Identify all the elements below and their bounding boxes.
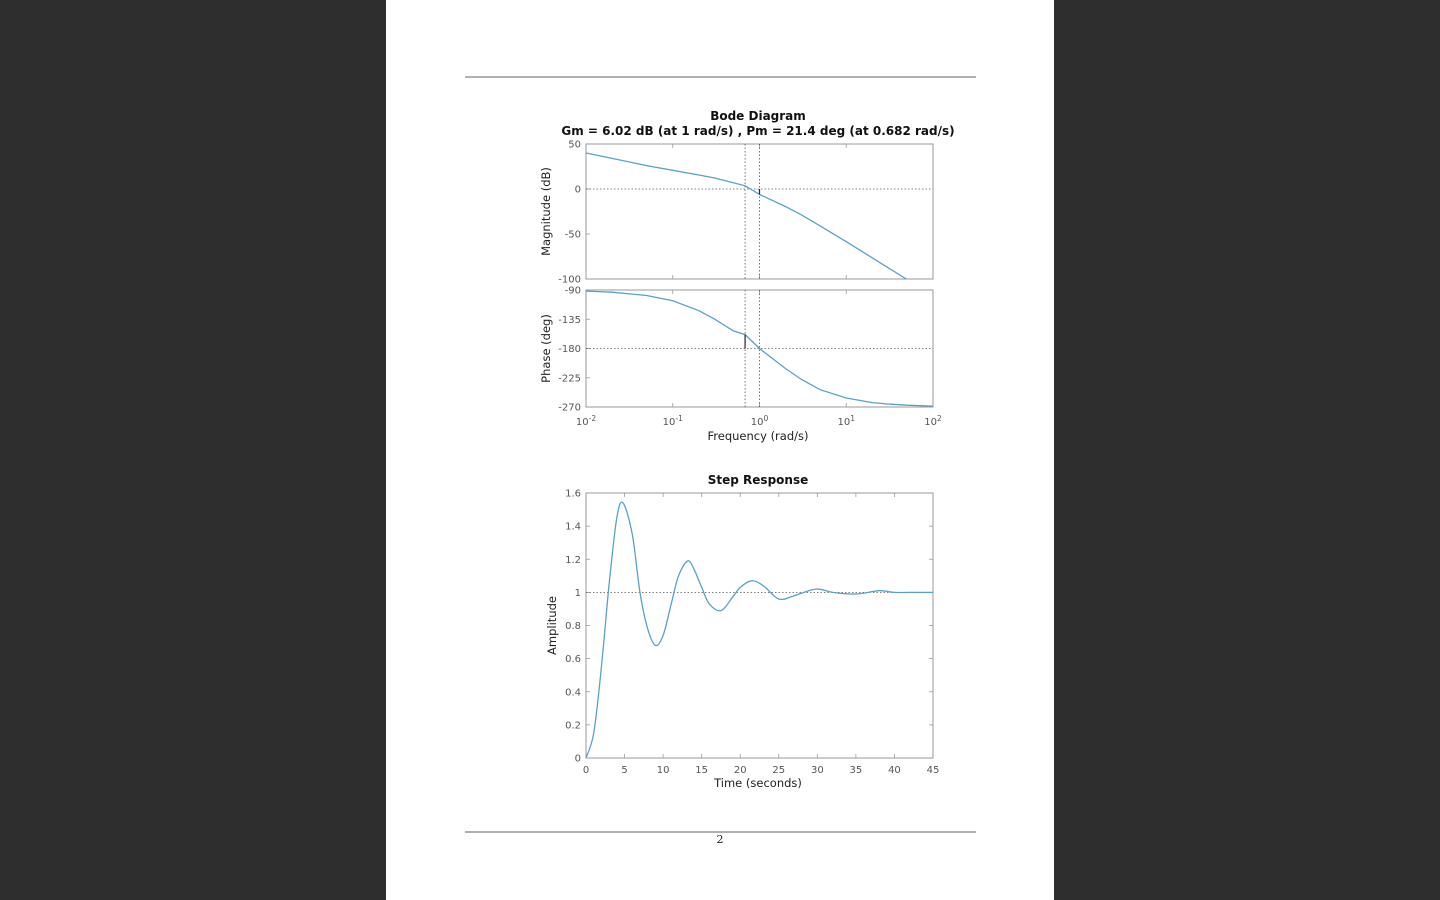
x-tick-label: 35 xyxy=(850,765,863,776)
x-tick-label: 5 xyxy=(621,765,627,776)
chart-subtitle: Gm = 6.02 dB (at 1 rad/s) , Pm = 21.4 de… xyxy=(561,124,954,138)
header-rule xyxy=(465,76,976,78)
y-tick-label: 1.6 xyxy=(565,489,581,500)
y-tick-label: 0.4 xyxy=(565,687,581,698)
x-tick-label: 10 xyxy=(657,765,670,776)
y-axis-label: Amplitude xyxy=(545,596,559,655)
x-tick-label: 45 xyxy=(927,765,940,776)
x-tick-label: 40 xyxy=(888,765,901,776)
y-tick-label: 0.2 xyxy=(565,720,581,731)
x-tick-label: 15 xyxy=(695,765,708,776)
y-tick-label: -135 xyxy=(558,315,581,326)
x-tick-label: 10-2 xyxy=(576,414,596,428)
y-axis-label: Phase (deg) xyxy=(539,314,553,383)
x-tick-label: 25 xyxy=(772,765,785,776)
series-line xyxy=(586,290,933,407)
step-response-figure: Step Response 0 0.2 0.4 0.6 0.8 1 1.2 1.4 1.6 0 5 10… xyxy=(545,473,940,790)
x-tick-label: 101 xyxy=(837,414,855,428)
y-tick-label: -50 xyxy=(565,230,581,241)
y-tick-label: -90 xyxy=(565,286,581,297)
y-tick-label: -225 xyxy=(558,373,581,384)
y-tick-label: 1.2 xyxy=(565,555,581,566)
y-tick-label: -270 xyxy=(558,403,581,414)
x-tick-label: 102 xyxy=(924,414,942,428)
x-tick-label: 0 xyxy=(583,765,589,776)
x-axis-label: Time (seconds) xyxy=(713,776,802,790)
plot-frame xyxy=(585,492,934,759)
y-tick-label: -100 xyxy=(558,275,581,286)
y-tick-label: 0.6 xyxy=(565,654,581,665)
y-tick-label: 0 xyxy=(575,754,581,765)
chart-title: Bode Diagram xyxy=(710,109,806,123)
footer-rule xyxy=(465,831,976,833)
x-axis-label: Frequency (rad/s) xyxy=(708,429,809,443)
y-tick-label: 0 xyxy=(575,185,581,196)
page-number: 2 xyxy=(716,833,724,846)
series-line xyxy=(585,501,934,759)
y-tick-label: -180 xyxy=(558,344,581,355)
y-axis-label: Magnitude (dB) xyxy=(539,167,553,256)
y-tick-label: 1.4 xyxy=(565,522,581,533)
x-tick-label: 30 xyxy=(811,765,824,776)
chart-title: Step Response xyxy=(708,473,808,487)
x-tick-label: 10-1 xyxy=(663,414,683,428)
y-tick-label: 1 xyxy=(575,588,581,599)
x-tick-label: 100 xyxy=(751,414,769,428)
y-tick-label: 0.8 xyxy=(565,621,581,632)
x-tick-label: 20 xyxy=(734,765,747,776)
document-page: Bode Diagram Gm = 6.02 dB (at 1 rad/s) , … xyxy=(386,0,1054,900)
y-tick-label: 50 xyxy=(568,140,581,151)
